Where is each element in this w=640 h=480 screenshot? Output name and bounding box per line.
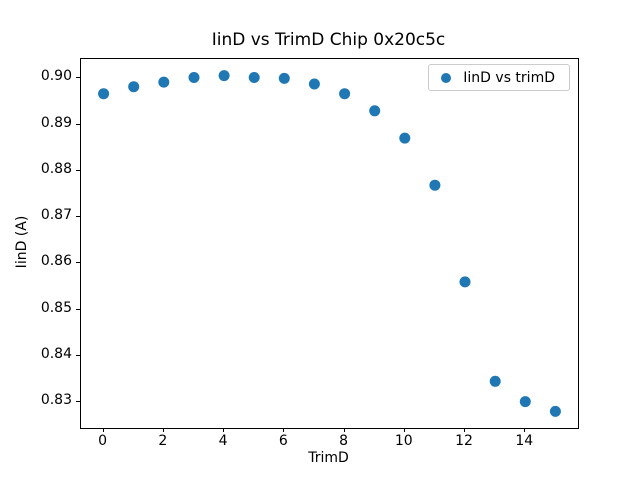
x-tick-mark: [102, 428, 104, 432]
scatter-point: [429, 179, 441, 191]
x-tick-mark: [343, 428, 345, 432]
scatter-point: [459, 276, 471, 288]
scatter-point: [519, 396, 531, 408]
scatter-point: [248, 72, 260, 83]
y-tick-label: 0.87: [40, 207, 72, 224]
y-tick-label: 0.89: [40, 114, 72, 131]
y-tick-mark: [76, 123, 80, 125]
legend-label: IinD vs trimD: [463, 69, 555, 86]
chart-title: IinD vs TrimD Chip 0x20c5c: [211, 30, 446, 50]
y-tick-label: 0.88: [40, 160, 72, 177]
legend-marker-icon: [441, 72, 452, 83]
y-tick-mark: [76, 401, 80, 403]
scatter-point: [188, 72, 200, 83]
y-axis-label: IinD (A): [14, 215, 30, 268]
scatter-point: [278, 72, 290, 84]
y-tick-mark: [76, 77, 80, 79]
x-tick-label: 4: [218, 433, 228, 449]
y-tick-label: 0.84: [40, 345, 72, 362]
y-tick-mark: [76, 216, 80, 218]
scatter-point: [158, 76, 170, 88]
scatter-point: [489, 375, 501, 387]
x-tick-label: 14: [515, 433, 534, 449]
x-tick-mark: [283, 428, 285, 432]
legend: IinD vs trimD: [428, 64, 570, 91]
y-tick-label: 0.85: [40, 299, 72, 316]
scatter-point: [128, 81, 140, 93]
x-tick-mark: [403, 428, 405, 432]
x-tick-label: 0: [98, 433, 108, 449]
scatter-point: [369, 105, 381, 117]
y-tick-mark: [76, 354, 80, 356]
y-tick-label: 0.90: [40, 68, 72, 85]
plot-area: IinD vs trimD: [80, 58, 579, 429]
y-tick-mark: [76, 262, 80, 264]
y-tick-mark: [76, 308, 80, 310]
x-tick-label: 8: [339, 433, 349, 449]
x-tick-mark: [162, 428, 164, 432]
scatter-series: [98, 70, 561, 417]
scatter-point: [549, 405, 561, 417]
x-tick-label: 6: [278, 433, 288, 449]
scatter-point: [308, 78, 320, 90]
scatter-point: [399, 132, 411, 144]
x-tick-label: 2: [158, 433, 168, 449]
x-tick-mark: [524, 428, 526, 432]
x-tick-label: 10: [394, 433, 413, 449]
scatter-point: [339, 88, 351, 100]
scatter-point: [218, 70, 230, 82]
x-axis-label: TrimD: [308, 450, 349, 466]
x-tick-label: 12: [455, 433, 473, 449]
scatter-point: [98, 88, 110, 100]
y-tick-mark: [76, 169, 80, 171]
y-tick-label: 0.86: [40, 253, 72, 270]
y-tick-label: 0.83: [40, 392, 72, 409]
x-tick-mark: [223, 428, 225, 432]
x-tick-mark: [464, 428, 466, 432]
